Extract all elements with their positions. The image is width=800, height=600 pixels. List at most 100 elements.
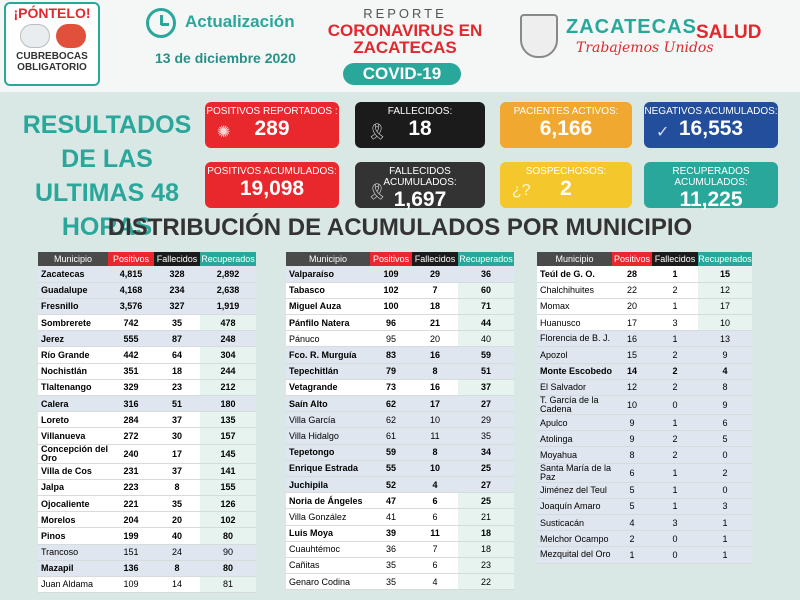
recuperados-cell: 51: [458, 363, 514, 380]
recuperados-cell: 304: [200, 346, 256, 364]
municipio-cell: Jalpa: [38, 479, 108, 496]
table-row: Jalpa 223 8 155: [38, 479, 256, 496]
municipality-table: Municipio Positivos Fallecidos Recuperados V…: [286, 252, 514, 591]
positivos-cell: 199: [108, 527, 154, 545]
fallecidos-cell: 2: [652, 282, 698, 299]
stat-label: FALLECIDOS:: [387, 106, 453, 117]
recuperados-cell: 135: [200, 411, 256, 429]
table-row: Fresnillo 3,576 327 1,919: [38, 298, 256, 316]
fallecidos-cell: 10: [412, 411, 458, 429]
municipio-cell: Noria de Ángeles: [286, 492, 370, 510]
fallecidos-cell: 0: [652, 546, 698, 564]
fallecidos-cell: 11: [412, 427, 458, 445]
fallecidos-cell: 328: [154, 266, 200, 283]
fallecidos-cell: 18: [154, 363, 200, 380]
positivos-cell: 96: [370, 314, 412, 332]
table-row: Pánfilo Natera 96 21 44: [286, 314, 514, 332]
recuperados-cell: 36: [458, 266, 514, 283]
recuperados-cell: 9: [698, 346, 752, 364]
municipio-cell: Atolinga: [537, 430, 612, 448]
positivos-cell: 8: [612, 446, 652, 464]
table-row: Villanueva 272 30 157: [38, 427, 256, 445]
municipio-cell: Villa González: [286, 508, 370, 526]
stat-value: 16,553: [678, 117, 744, 140]
table-row: Loreto 284 37 135: [38, 411, 256, 429]
positivos-cell: 35: [370, 557, 412, 575]
fallecidos-cell: 2: [652, 430, 698, 448]
recuperados-cell: 212: [200, 379, 256, 397]
fallecidos-cell: 14: [154, 576, 200, 594]
table-row: Saín Alto 62 17 27: [286, 395, 514, 413]
recuperados-cell: 90: [200, 544, 256, 561]
municipio-cell: Tepetongo: [286, 444, 370, 461]
table-row: Cuauhtémoc 36 7 18: [286, 541, 514, 558]
positivos-cell: 272: [108, 427, 154, 445]
fallecidos-cell: 23: [154, 379, 200, 397]
positivos-cell: 62: [370, 395, 412, 413]
municipio-cell: Río Grande: [38, 346, 108, 364]
positivos-cell: 555: [108, 330, 154, 348]
municipio-cell: Villa García: [286, 411, 370, 429]
covid-badge: COVID-19: [343, 63, 461, 85]
positivos-cell: 6: [612, 463, 652, 483]
fallecidos-cell: 17: [154, 444, 200, 464]
recuperados-cell: 22: [458, 573, 514, 591]
stat-box: POSITIVOS REPORTADOS :289 ✺: [205, 102, 339, 148]
recuperados-cell: 180: [200, 395, 256, 413]
column-header: Positivos: [612, 252, 652, 266]
positivos-cell: 15: [612, 346, 652, 364]
recuperados-cell: 1: [698, 530, 752, 548]
positivos-cell: 329: [108, 379, 154, 397]
table-row: Susticacán 4 3 1: [537, 514, 752, 532]
municipio-cell: Susticacán: [537, 514, 612, 532]
recuperados-cell: 59: [458, 346, 514, 364]
positivos-cell: 151: [108, 544, 154, 561]
trabajemos-unidos-slogan: Trabajemos Unidos: [576, 40, 714, 56]
table-row: Apulco 9 1 6: [537, 414, 752, 432]
recuperados-cell: 13: [698, 330, 752, 348]
municipio-cell: Jerez: [38, 330, 108, 348]
stat-box: SOSPECHOSOS: 2 ¿?: [500, 162, 632, 208]
table-row: Villa García 62 10 29: [286, 411, 514, 429]
fallecidos-cell: 0: [652, 395, 698, 415]
fallecidos-cell: 21: [412, 314, 458, 332]
municipio-cell: Morelos: [38, 511, 108, 529]
column-header: Municipio: [537, 252, 612, 266]
recuperados-cell: 18: [458, 525, 514, 542]
municipality-table: Municipio Positivos Fallecidos Recuperados Z…: [38, 252, 256, 594]
column-header: Recuperados: [458, 252, 514, 266]
table-row: Luis Moya 39 11 18: [286, 525, 514, 542]
recuperados-cell: 0: [698, 446, 752, 464]
table-row: Monte Escobedo 14 2 4: [537, 363, 752, 380]
fallecidos-cell: 87: [154, 330, 200, 348]
fallecidos-cell: 0: [652, 530, 698, 548]
recuperados-cell: 4: [698, 363, 752, 380]
fallecidos-cell: 3: [652, 514, 698, 532]
fallecidos-cell: 37: [154, 463, 200, 480]
positivos-cell: 3,576: [108, 298, 154, 316]
fallecidos-cell: 40: [154, 527, 200, 545]
municipio-cell: Tabasco: [286, 282, 370, 299]
municipio-cell: Momax: [537, 298, 612, 316]
fallecidos-cell: 1: [652, 463, 698, 483]
positivos-cell: 14: [612, 363, 652, 380]
positivos-cell: 79: [370, 363, 412, 380]
stat-value: 2: [560, 177, 572, 200]
stat-label: PACIENTES ACTIVOS:: [513, 106, 619, 117]
positivos-cell: 16: [612, 330, 652, 348]
table-row: Juchipila 52 4 27: [286, 476, 514, 494]
recuperados-cell: 71: [458, 298, 514, 316]
table-row: Villa González 41 6 21: [286, 508, 514, 526]
municipio-cell: Luis Moya: [286, 525, 370, 542]
stat-label: NEGATIVOS ACUMULADOS:: [644, 106, 778, 117]
recuperados-cell: 27: [458, 395, 514, 413]
positivos-cell: 316: [108, 395, 154, 413]
stat-label: FALLECIDOS ACUMULADOS:: [383, 166, 457, 188]
municipio-cell: Pinos: [38, 527, 108, 545]
fallecidos-cell: 4: [412, 573, 458, 591]
ponte-subtitle: CUBREBOCAS OBLIGATORIO: [16, 51, 88, 73]
positivos-cell: 742: [108, 314, 154, 332]
positivos-cell: 95: [370, 330, 412, 348]
table-row: Trancoso 151 24 90: [38, 544, 256, 561]
municipio-cell: Fco. R. Murguía: [286, 346, 370, 364]
